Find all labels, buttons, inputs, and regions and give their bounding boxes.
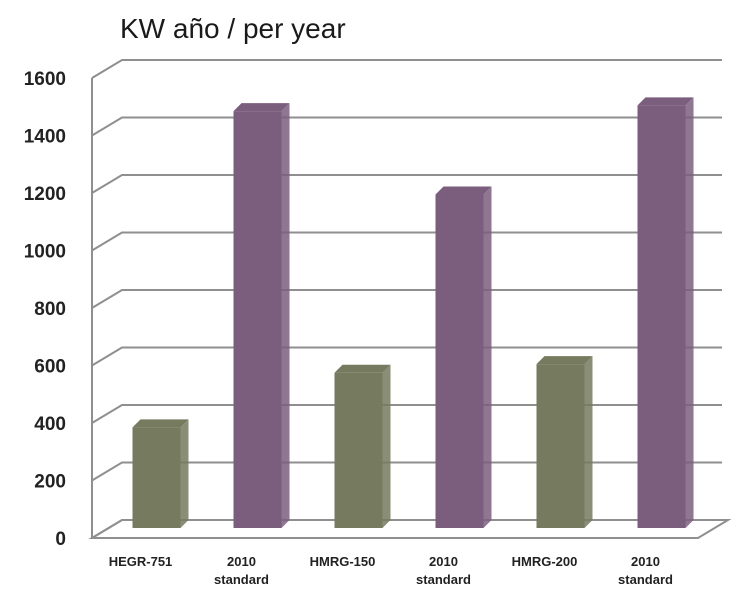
x-tick-label: 2010 standard <box>214 554 269 587</box>
gridline <box>91 461 722 482</box>
bar <box>132 419 189 528</box>
y-tick-label: 1600 <box>24 69 66 90</box>
chart-floor <box>88 519 732 539</box>
y-tick-label: 800 <box>34 299 66 320</box>
gridline <box>91 231 722 252</box>
gridline <box>91 116 722 137</box>
bar <box>233 103 290 528</box>
gridline <box>91 289 722 309</box>
x-tick-label: 2010 standard <box>618 554 673 587</box>
bar <box>536 356 593 528</box>
y-tick-label: 1400 <box>24 127 66 148</box>
gridline <box>91 59 722 79</box>
chart-title: KW año / per year <box>120 13 346 44</box>
y-tick-label: 1200 <box>24 184 66 205</box>
x-tick-label: HMRG-150 <box>310 554 376 569</box>
gridline <box>91 404 722 424</box>
gridline <box>91 346 722 367</box>
bar <box>334 364 391 528</box>
y-tick-label: 400 <box>34 414 66 435</box>
bar <box>435 186 492 528</box>
gridline <box>91 174 722 194</box>
x-tick-label: 2010 standard <box>416 554 471 587</box>
x-axis-ticks: HEGR-751 2010 standard HMRG-150 2010 standard… <box>109 554 673 587</box>
y-tick-label: 600 <box>34 357 66 378</box>
bars <box>132 97 694 528</box>
gridlines <box>91 59 722 539</box>
y-tick-label: 200 <box>34 472 66 493</box>
gridline <box>91 519 722 539</box>
x-tick-label: HMRG-200 <box>512 554 578 569</box>
x-tick-label: HEGR-751 <box>109 554 173 569</box>
y-tick-label: 0 <box>55 529 66 550</box>
bar <box>637 97 694 528</box>
y-axis-ticks: 0 200 400 600 800 1000 1200 1400 1600 <box>24 69 66 550</box>
y-tick-label: 1000 <box>24 242 66 263</box>
